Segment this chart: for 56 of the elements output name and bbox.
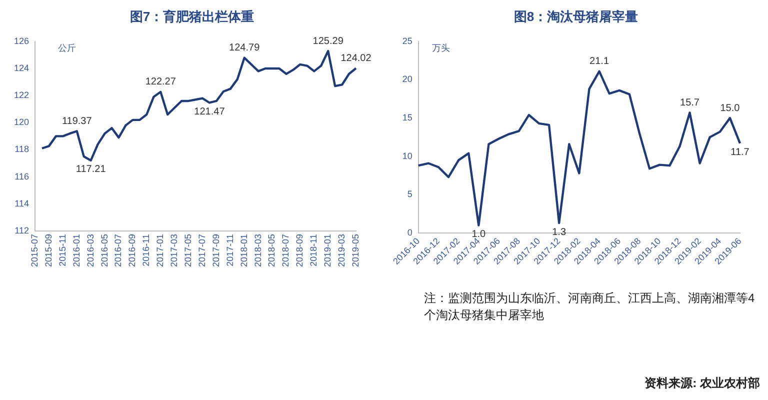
annotation: 117.21	[76, 164, 106, 176]
annotation: 15.0	[720, 102, 740, 114]
x-tick-label: 2017-07	[196, 234, 207, 267]
y-tick-label: 120	[14, 117, 30, 128]
annotation: 11.7	[730, 147, 750, 158]
text: 注：监测范围为山东临沂、河南商丘、江西上高、湖南湘潭等4个淘汰母猪集中屠宰地	[424, 290, 756, 324]
x-tick-label: 2015-11	[57, 234, 68, 266]
x-tick-label: 2016-01	[71, 234, 82, 267]
chart-title: 图8：淘汰母猪屠宰量	[512, 8, 640, 26]
x-tick-label: 2016-11	[141, 234, 152, 266]
x-tick-label: 2016-07	[113, 234, 124, 267]
y-tick-label: 5	[407, 189, 412, 200]
x-tick-label: 2017-11	[224, 234, 235, 266]
y-tick-label: 10	[402, 150, 412, 161]
x-tick-label: 2016-09	[127, 234, 138, 267]
annotation: 125.29	[312, 36, 344, 47]
x-tick-label: 2019-01	[322, 234, 333, 267]
x-tick-label: 2019-05	[350, 234, 360, 267]
y-tick-label: 114	[14, 198, 30, 208]
annotation: 121.47	[194, 106, 226, 118]
annotation: 21.1	[590, 56, 610, 68]
y-tick-label: 126	[14, 36, 30, 46]
y-axis-title: 公斤	[58, 42, 76, 55]
annotation: 1.3	[552, 226, 566, 238]
y-tick-label: 124	[14, 62, 30, 73]
x-tick-label: 2018-07	[280, 234, 291, 267]
y-tick-label: 116	[14, 171, 30, 182]
y-tick-label: 25	[402, 36, 412, 46]
annotation: 124.02	[340, 52, 372, 64]
x-tick-label: 2016-03	[85, 234, 96, 267]
x-tick-label: 2018-03	[252, 234, 263, 267]
x-tick-label: 2017-05	[183, 234, 194, 267]
x-tick-label: 2018-05	[266, 234, 277, 267]
y-axis-title: 万头	[432, 42, 450, 55]
y-tick-label: 112	[14, 225, 30, 236]
x-tick-label: 2019-03	[336, 234, 347, 267]
x-tick-label: 2015-07	[30, 234, 40, 267]
chart-title: 图7：育肥猪出栏体重	[128, 8, 256, 26]
y-tick-label: 118	[14, 144, 30, 154]
y-tick-label: 122	[14, 90, 30, 100]
y-tick-label: 0	[407, 227, 412, 238]
y-tick-label: 15	[402, 112, 412, 123]
x-tick-label: 2017-09	[210, 234, 221, 267]
x-tick-label: 2016-05	[99, 234, 110, 267]
x-tick-label: 2018-09	[294, 234, 305, 267]
annotation: 122.27	[145, 76, 176, 88]
annotation: 124.79	[229, 42, 260, 54]
annotation: 15.7	[680, 97, 700, 108]
x-tick-label: 2017-01	[155, 234, 166, 267]
text: 资料来源: 农业农村部	[644, 375, 760, 392]
y-tick-label: 20	[402, 74, 412, 84]
annotation: 119.37	[62, 116, 92, 127]
x-tick-label: 2017-03	[169, 234, 180, 267]
x-tick-label: 2018-11	[308, 234, 319, 266]
x-tick-label: 2015-09	[43, 234, 54, 267]
x-tick-label: 2018-01	[238, 234, 249, 267]
